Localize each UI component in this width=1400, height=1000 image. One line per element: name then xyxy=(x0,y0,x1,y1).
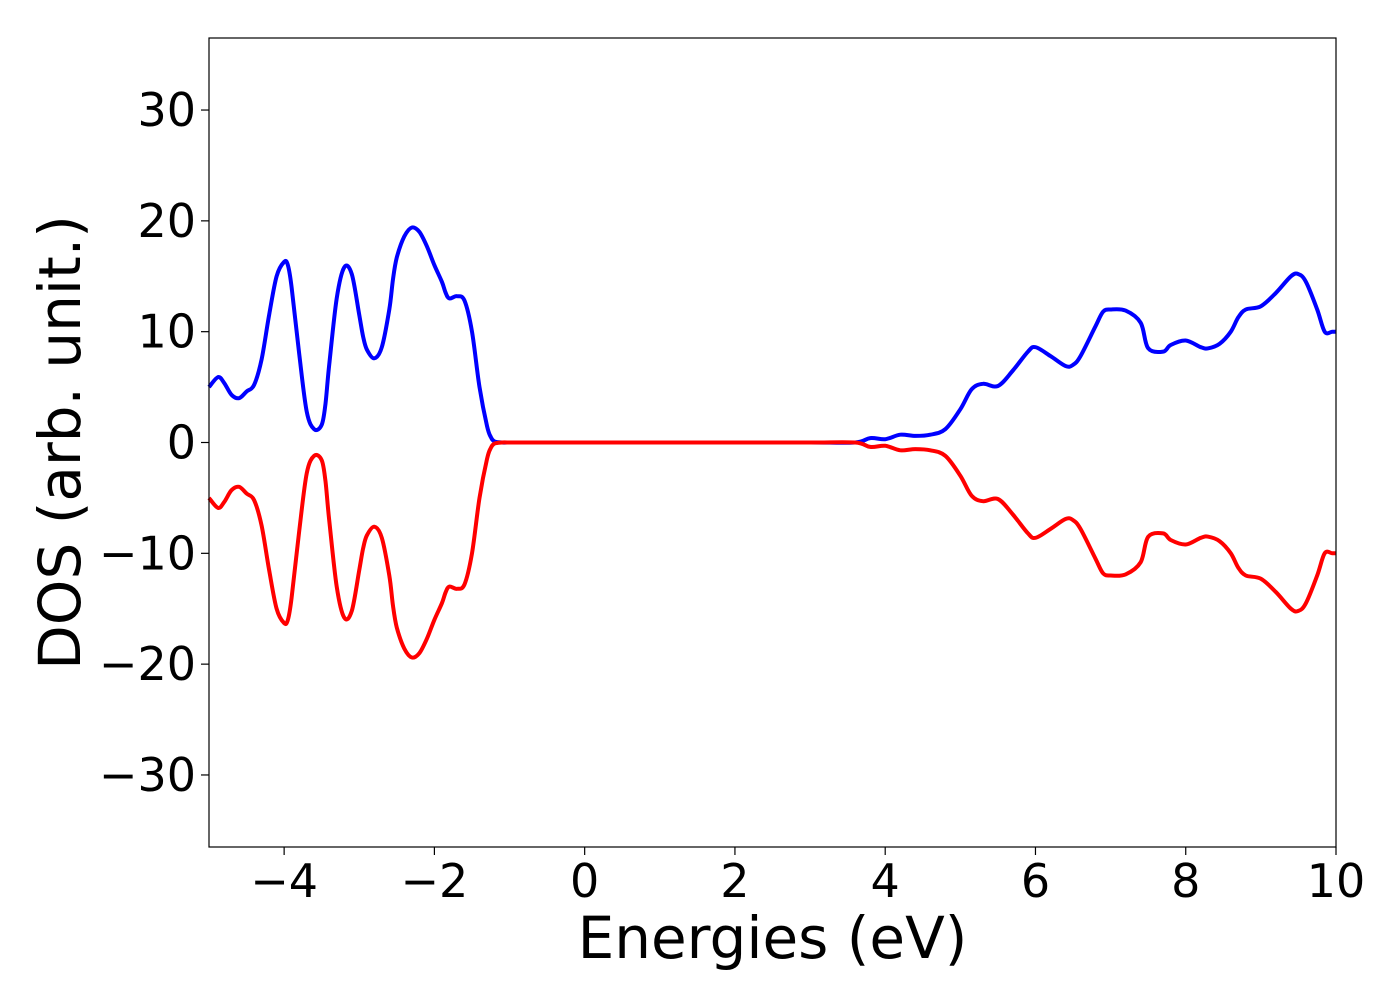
x-tick-label: 6 xyxy=(1021,854,1050,908)
series-line-blue xyxy=(207,225,1336,445)
x-tick-label: −4 xyxy=(250,854,318,908)
x-tick-label: 10 xyxy=(1307,854,1366,908)
x-tick-label: −2 xyxy=(400,854,468,908)
x-axis-ticks: −4 −2 0 2 4 6 8 10 xyxy=(250,847,1365,908)
x-tick-label: 4 xyxy=(871,854,900,908)
x-tick-label: 2 xyxy=(720,854,749,908)
series-line-red xyxy=(207,440,1336,660)
series-layer xyxy=(207,225,1336,660)
x-tick-label: 8 xyxy=(1171,854,1200,908)
y-axis-ticks: 30 20 10 0 −10 −20 −30 xyxy=(99,83,209,802)
y-tick-label: 0 xyxy=(167,416,196,470)
y-tick-label: 30 xyxy=(137,83,196,137)
y-tick-label: 10 xyxy=(137,305,196,359)
x-tick-label: 0 xyxy=(570,854,599,908)
y-tick-label: −20 xyxy=(99,637,196,691)
y-axis-title: DOS (arb. unit.) xyxy=(26,215,94,670)
y-tick-label: −30 xyxy=(99,748,196,802)
y-tick-label: 20 xyxy=(137,194,196,248)
x-axis-title: Energies (eV) xyxy=(578,904,968,972)
y-tick-label: −10 xyxy=(99,526,196,580)
